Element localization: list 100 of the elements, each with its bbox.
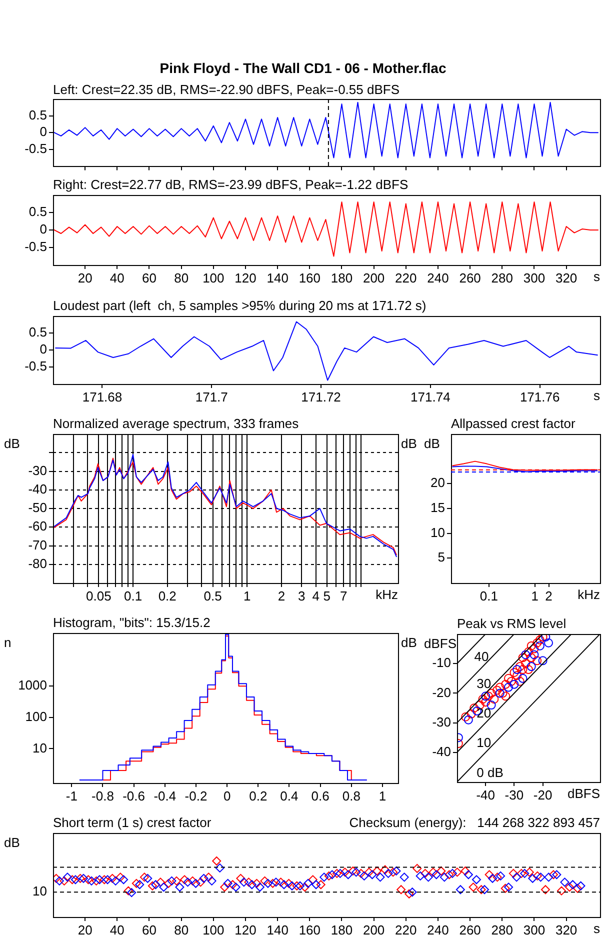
x-axis-title: s bbox=[594, 388, 600, 404]
x-tick-label: -0.2 bbox=[184, 788, 208, 804]
point bbox=[512, 670, 522, 680]
point bbox=[535, 641, 544, 650]
point bbox=[518, 665, 528, 674]
x-tick-label: 100 bbox=[202, 922, 224, 938]
series-label: 40 bbox=[474, 648, 489, 664]
x-tick-label: 7 bbox=[340, 588, 348, 604]
point bbox=[515, 676, 524, 686]
x-tick-label: 320 bbox=[555, 270, 578, 286]
point bbox=[524, 647, 533, 656]
y-tick-label: 20 bbox=[430, 475, 445, 490]
y-tick-label: -40 bbox=[432, 744, 451, 759]
y-tick-label: 0.5 bbox=[28, 204, 47, 220]
y-axis-title: dB bbox=[424, 436, 440, 451]
x-tick-label: 1 bbox=[244, 588, 251, 604]
x-tick-label: 200 bbox=[362, 270, 385, 286]
x-tick-label: 260 bbox=[459, 270, 481, 286]
point bbox=[518, 653, 528, 662]
x-tick-label: 100 bbox=[202, 270, 224, 286]
point bbox=[464, 715, 473, 724]
x-tick-label: 0.1 bbox=[124, 588, 142, 604]
point bbox=[466, 709, 476, 718]
x-tick-label: 220 bbox=[395, 922, 417, 938]
point bbox=[490, 694, 499, 704]
y-tick-label: -60 bbox=[28, 518, 47, 534]
x-tick-label: 300 bbox=[523, 270, 546, 286]
y-tick-label: -40 bbox=[28, 481, 47, 496]
point bbox=[461, 712, 470, 722]
point bbox=[486, 700, 496, 710]
y-tick-label: 0 bbox=[40, 342, 47, 357]
point bbox=[504, 682, 513, 692]
point bbox=[506, 676, 516, 686]
x-tick-label: 0.05 bbox=[86, 588, 112, 604]
y-tick-label: -0.5 bbox=[24, 140, 47, 156]
series-label: 20 bbox=[476, 706, 492, 721]
x-tick-label: 171.76 bbox=[520, 389, 560, 404]
point bbox=[518, 674, 528, 683]
x-tick-label: 140 bbox=[266, 270, 288, 286]
y-tick-label: -20 bbox=[432, 684, 451, 700]
point bbox=[495, 688, 504, 698]
x-tick-label: 280 bbox=[491, 922, 513, 938]
x-tick-label: -40 bbox=[476, 787, 495, 802]
chart-title: Loudest part (left ch, 5 samples >95% during 20 ms at 171.72 s) bbox=[53, 298, 426, 313]
x-tick-label: 120 bbox=[234, 270, 256, 286]
point bbox=[526, 662, 536, 672]
x-tick-label: 5 bbox=[323, 588, 330, 604]
chart-title: Histogram, "bits": 15.3/15.2 bbox=[53, 615, 210, 630]
point bbox=[526, 653, 536, 662]
x-axis-title: kHz bbox=[376, 587, 398, 602]
y-tick-label: 10 bbox=[430, 524, 445, 540]
chart-title: Peak vs RMS level bbox=[457, 616, 566, 631]
series-label: 10 bbox=[476, 735, 492, 750]
x-tick-label: 40 bbox=[110, 270, 124, 286]
x-tick-label: 80 bbox=[174, 922, 189, 938]
x-tick-label: -20 bbox=[533, 787, 552, 802]
y-axis-title: dB bbox=[4, 436, 20, 451]
x-tick-label: 0 bbox=[223, 788, 231, 804]
series-label: 0 dB bbox=[476, 764, 504, 780]
point bbox=[510, 680, 519, 689]
x-tick-label: 120 bbox=[234, 922, 256, 938]
y-tick-label: -10 bbox=[432, 655, 451, 670]
y-tick-label: 15 bbox=[430, 500, 445, 516]
point bbox=[530, 650, 539, 660]
x-tick-label: 2 bbox=[278, 588, 286, 604]
x-tick-label: 171.68 bbox=[82, 389, 122, 404]
x-tick-label: 320 bbox=[555, 922, 578, 938]
x-tick-label: 280 bbox=[491, 270, 513, 286]
y2-axis-title: dB bbox=[401, 635, 417, 650]
point bbox=[524, 665, 533, 674]
y-tick-label: 0.5 bbox=[28, 107, 47, 122]
x-tick-label: 140 bbox=[266, 922, 288, 938]
x-tick-label: 20 bbox=[78, 922, 92, 938]
y-tick-label: -70 bbox=[28, 537, 47, 552]
chart-subtitle: Left: Crest=22.35 dB, RMS=-22.90 dBFS, Peak=-0.55 dBFS bbox=[53, 82, 400, 97]
point bbox=[532, 656, 542, 666]
y-tick-label: 0.5 bbox=[28, 324, 47, 340]
x-tick-label: 171.74 bbox=[410, 389, 450, 404]
y-axis-title: dB bbox=[4, 835, 20, 850]
point bbox=[481, 698, 490, 707]
x-axis-title: s bbox=[594, 269, 600, 284]
x-tick-label: 171.7 bbox=[195, 389, 228, 404]
x-axis-title: s bbox=[594, 921, 600, 936]
x-tick-label: 0.2 bbox=[249, 788, 268, 804]
x-tick-label: -1 bbox=[66, 788, 78, 804]
x-tick-label: 160 bbox=[298, 270, 321, 286]
y-axis-title: n bbox=[4, 635, 12, 650]
x-tick-label: 180 bbox=[330, 270, 353, 286]
point bbox=[501, 692, 510, 701]
y-tick-label: 10 bbox=[32, 740, 47, 756]
x-tick-label: 3 bbox=[298, 588, 306, 604]
x-tick-label: 2 bbox=[545, 588, 552, 604]
x-tick-label: 4 bbox=[312, 588, 320, 604]
x-tick-label: 0.5 bbox=[204, 588, 222, 604]
y-tick-label: 5 bbox=[438, 550, 445, 565]
point bbox=[521, 650, 530, 660]
x-tick-label: 240 bbox=[427, 922, 449, 938]
x-tick-label: -30 bbox=[504, 787, 524, 802]
x-tick-label: -0.6 bbox=[122, 788, 146, 804]
y-tick-label: 100 bbox=[25, 708, 47, 724]
